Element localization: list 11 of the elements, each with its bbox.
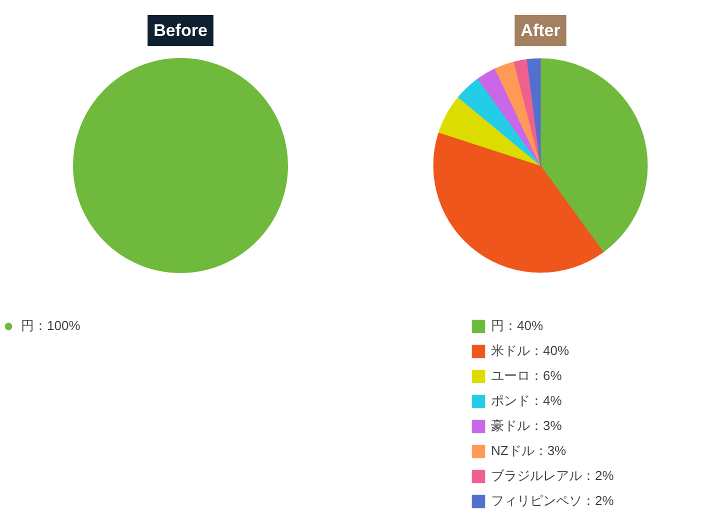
legend-label: ブラジルレアル：2% [491,467,614,485]
legend-label: NZドル：3% [491,442,566,460]
legend-label: 米ドル：40% [491,342,570,360]
chart-title: After [520,21,561,40]
chart-title: Before [154,21,208,40]
legend-label: フィリピンペソ：2% [491,492,614,510]
legend-label: 円：100% [21,317,80,335]
legend-label: 豪ドル：3% [491,417,562,435]
legend-label: ユーロ：6% [491,367,562,385]
legend-label: ポンド：4% [491,392,562,410]
legend-label: 円：40% [491,317,544,335]
